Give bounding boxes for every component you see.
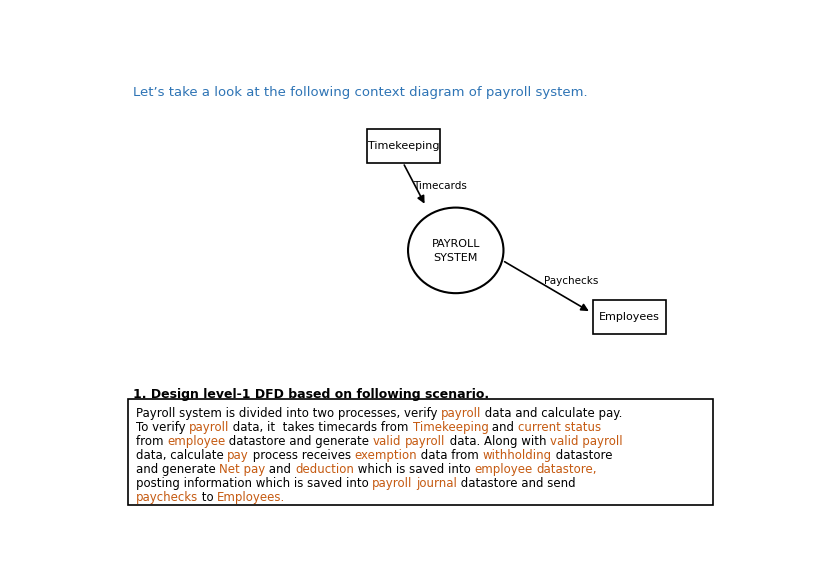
Text: data, it  takes timecards from: data, it takes timecards from bbox=[229, 421, 413, 434]
Ellipse shape bbox=[408, 208, 503, 293]
Text: which is saved into: which is saved into bbox=[354, 463, 475, 476]
Text: exemption: exemption bbox=[355, 449, 417, 462]
Text: data from: data from bbox=[417, 449, 483, 462]
Text: posting information which is saved into: posting information which is saved into bbox=[135, 477, 372, 490]
Text: and: and bbox=[488, 421, 518, 434]
Text: Payroll system is divided into two processes, verify: Payroll system is divided into two proce… bbox=[135, 407, 441, 420]
Text: payroll: payroll bbox=[189, 421, 229, 434]
Text: Net pay: Net pay bbox=[219, 463, 265, 476]
Text: pay: pay bbox=[227, 449, 249, 462]
Text: datastore,: datastore, bbox=[537, 463, 597, 476]
Text: valid payroll: valid payroll bbox=[550, 435, 622, 448]
Text: data. Along with: data. Along with bbox=[446, 435, 550, 448]
Text: from: from bbox=[135, 435, 167, 448]
FancyBboxPatch shape bbox=[367, 129, 440, 163]
Text: to: to bbox=[198, 491, 218, 504]
Text: payroll: payroll bbox=[406, 435, 446, 448]
Text: 1. Design level-1 DFD based on following scenario.: 1. Design level-1 DFD based on following… bbox=[133, 388, 489, 401]
Text: Timecards: Timecards bbox=[413, 181, 467, 191]
Text: datastore and send: datastore and send bbox=[457, 477, 576, 490]
FancyBboxPatch shape bbox=[128, 399, 713, 505]
Text: and generate: and generate bbox=[135, 463, 219, 476]
Text: valid: valid bbox=[373, 435, 401, 448]
Text: paychecks: paychecks bbox=[135, 491, 198, 504]
Text: data and calculate pay.: data and calculate pay. bbox=[481, 407, 622, 420]
Text: Paychecks: Paychecks bbox=[544, 276, 599, 286]
Text: data, calculate: data, calculate bbox=[135, 449, 227, 462]
FancyBboxPatch shape bbox=[593, 300, 666, 333]
Text: Timekeeping: Timekeeping bbox=[368, 140, 439, 151]
Text: SYSTEM: SYSTEM bbox=[433, 253, 478, 263]
Text: employee: employee bbox=[475, 463, 533, 476]
Text: and: and bbox=[265, 463, 296, 476]
Text: Employees: Employees bbox=[599, 312, 659, 322]
Text: Employees.: Employees. bbox=[218, 491, 286, 504]
Text: payroll: payroll bbox=[372, 477, 413, 490]
Text: withholding: withholding bbox=[483, 449, 552, 462]
Text: Let’s take a look at the following context diagram of payroll system.: Let’s take a look at the following conte… bbox=[133, 86, 588, 99]
Text: current status: current status bbox=[518, 421, 601, 434]
Text: datastore and generate: datastore and generate bbox=[225, 435, 373, 448]
Text: journal: journal bbox=[416, 477, 457, 490]
Text: PAYROLL: PAYROLL bbox=[432, 239, 480, 249]
Text: payroll: payroll bbox=[441, 407, 481, 420]
Text: datastore: datastore bbox=[552, 449, 612, 462]
Text: deduction: deduction bbox=[296, 463, 354, 476]
Text: Timekeeping: Timekeeping bbox=[413, 421, 488, 434]
Text: To verify: To verify bbox=[135, 421, 189, 434]
Text: process receives: process receives bbox=[249, 449, 355, 462]
Text: employee: employee bbox=[167, 435, 225, 448]
